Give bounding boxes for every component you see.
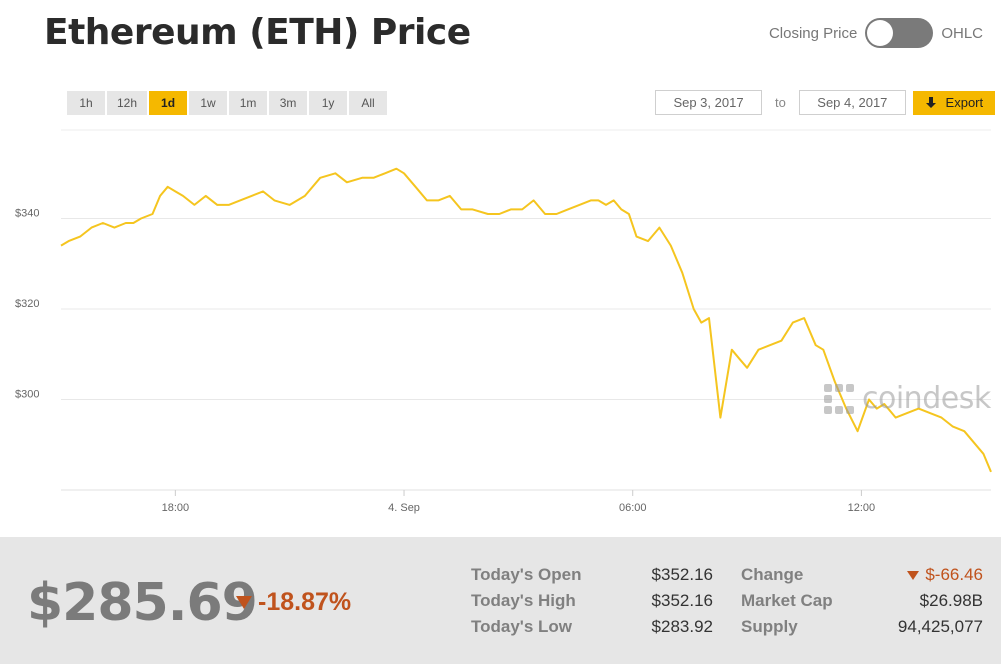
export-button-label: Export [945, 95, 984, 110]
down-triangle-icon [907, 570, 920, 580]
x-tick-label: 06:00 [619, 502, 647, 514]
stat-value: $352.16 [651, 565, 713, 584]
change-value: $-66.46 [925, 565, 983, 584]
stat-value: $352.16 [651, 591, 713, 610]
stats-column-2: Change $-66.46 Market Cap $26.98B Supply… [741, 562, 983, 640]
stat-value: $26.98B [919, 591, 983, 610]
download-arrow-icon [925, 96, 936, 108]
price-mode-toggle[interactable] [865, 18, 934, 48]
toggle-knob[interactable] [867, 20, 894, 46]
stat-label: Today's Low [471, 617, 573, 636]
current-price: $285.69 [27, 573, 258, 633]
stat-label: Market Cap [741, 591, 833, 610]
stat-row-high: Today's High $352.16 [471, 588, 713, 614]
y-tick-label: $320 [15, 298, 39, 310]
range-button-1y[interactable]: 1y [309, 91, 348, 115]
stat-row-low: Today's Low $283.92 [471, 614, 713, 640]
ohlc-label: OHLC [941, 24, 983, 42]
coindesk-logo-icon [824, 383, 854, 414]
stat-row-market-cap: Market Cap $26.98B [741, 588, 983, 614]
time-range-selector: 1h 12h 1d 1w 1m 3m 1y All [67, 91, 388, 115]
range-button-1d[interactable]: 1d [149, 91, 188, 115]
price-mode-toggle-group: Closing Price OHLC [769, 18, 983, 48]
range-button-1w[interactable]: 1w [189, 91, 228, 115]
stat-row-supply: Supply 94,425,077 [741, 614, 983, 640]
range-button-1m[interactable]: 1m [229, 91, 268, 115]
range-button-all[interactable]: All [349, 91, 388, 115]
stats-panel: $285.69 -18.87% Today's Open $352.16 Tod… [0, 537, 1001, 664]
start-date-input[interactable] [655, 90, 762, 115]
range-button-12h[interactable]: 12h [107, 91, 148, 115]
stat-value: $283.92 [651, 617, 713, 636]
date-range-controls: to Export [655, 90, 995, 115]
y-tick-label: $300 [15, 389, 39, 401]
x-tick-label: 12:00 [848, 502, 876, 514]
stat-label: Today's Open [471, 565, 582, 584]
down-triangle-icon [236, 596, 252, 609]
price-series-line [60, 167, 992, 473]
price-chart-svg: $300 $320 $340 18:00 4. Sep 06:00 12:00 [15, 129, 992, 514]
end-date-input[interactable] [798, 90, 906, 115]
percent-change: -18.87% [236, 588, 351, 617]
coindesk-watermark: coindesk [822, 381, 991, 416]
stat-row-open: Today's Open $352.16 [471, 562, 713, 588]
y-tick-label: $340 [15, 208, 39, 220]
stats-column-1: Today's Open $352.16 Today's High $352.1… [471, 562, 713, 640]
stat-label: Today's High [471, 591, 576, 610]
closing-price-label: Closing Price [768, 24, 858, 42]
coindesk-wordmark: coindesk [862, 381, 991, 416]
x-tick-label: 18:00 [162, 502, 190, 514]
range-button-1h[interactable]: 1h [67, 91, 105, 115]
export-button[interactable]: Export [912, 90, 995, 115]
stat-row-change: Change $-66.46 [741, 562, 983, 588]
percent-change-value: -18.87% [258, 588, 352, 616]
stat-value: 94,425,077 [897, 617, 983, 636]
stat-value-change: $-66.46 [851, 565, 983, 585]
range-button-3m[interactable]: 3m [269, 91, 308, 115]
stat-label: Supply [741, 617, 798, 636]
price-chart: $300 $320 $340 18:00 4. Sep 06:00 12:00 [0, 120, 1001, 530]
page-title: Ethereum (ETH) Price [44, 12, 471, 53]
x-tick-label: 4. Sep [388, 502, 420, 514]
stat-label: Change [741, 565, 804, 584]
date-to-label: to [775, 95, 786, 110]
